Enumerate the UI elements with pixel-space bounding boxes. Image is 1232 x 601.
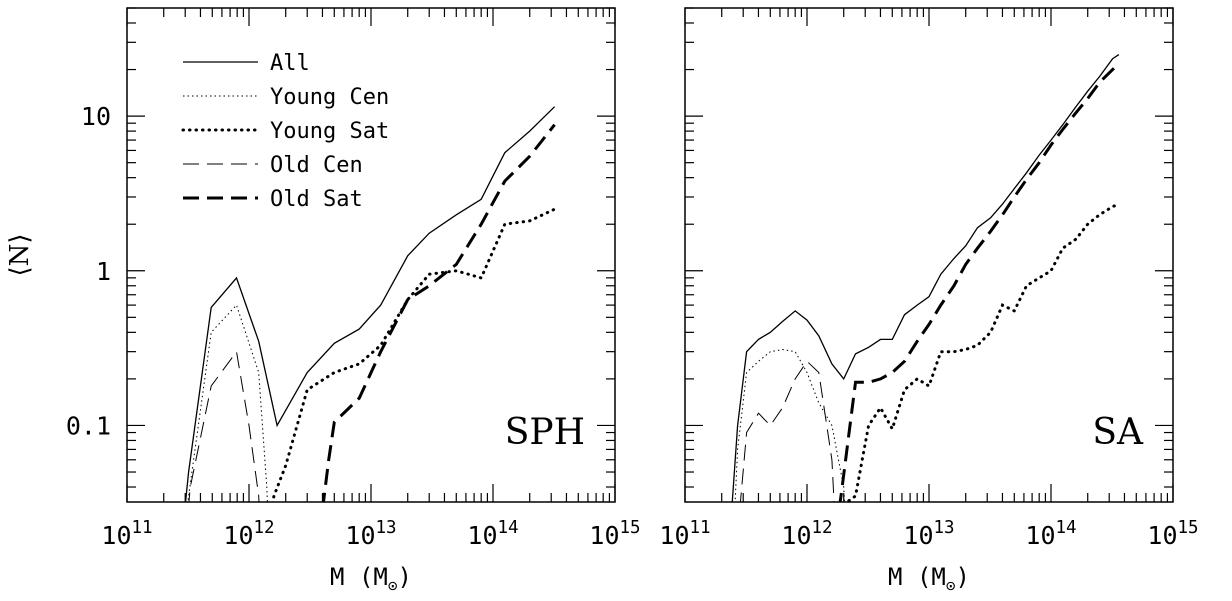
series-line-old-sat — [321, 123, 556, 502]
series-layer — [184, 106, 557, 502]
panel-sa: 1011 1012 1013 1014 1015 M (M⊙) SA — [659, 7, 1199, 595]
series-line-young-sat — [271, 207, 557, 502]
x-tick-label: 1014 — [467, 518, 518, 550]
y-tick-label: 0.1 — [66, 411, 111, 440]
legend-label: Old Cen — [270, 153, 363, 178]
axis-ticks — [126, 7, 616, 502]
series-line-old-sat — [838, 62, 1120, 502]
legend-label: All — [270, 51, 310, 76]
series-line-all — [731, 54, 1120, 502]
panel-label: SA — [1092, 412, 1144, 453]
x-axis-label: M (M⊙) — [888, 563, 970, 595]
x-axis-label: M (M⊙) — [330, 563, 412, 595]
y-tick-label: 1 — [96, 257, 111, 286]
x-tick-label: 1011 — [101, 518, 152, 550]
x-tick-label: 1015 — [1147, 518, 1198, 550]
series-line-old-cen — [188, 350, 260, 502]
y-tick-label: 10 — [81, 102, 111, 131]
x-tick-label: 1014 — [1025, 518, 1076, 550]
series-line-young-cen — [187, 304, 268, 502]
y-axis-label: ⟨N⟩ — [5, 233, 35, 276]
series-line-old-cen — [739, 360, 835, 502]
x-tick-label: 1011 — [659, 518, 710, 550]
legend-label: Old Sat — [270, 187, 363, 212]
x-tick-label: 1013 — [345, 518, 396, 550]
panel-label: SPH — [505, 412, 585, 453]
legend-label: Young Cen — [270, 85, 389, 110]
axis-ticks — [684, 7, 1174, 502]
series-line-young-sat — [844, 202, 1121, 502]
x-tick-label: 1013 — [903, 518, 954, 550]
x-tick-label: 1015 — [589, 518, 640, 550]
panel-sph: 1011 1012 1013 1014 1015 0.1 1 10 M (M⊙) ⟨N⟩ SPH Al… — [5, 7, 641, 595]
x-tick-label: 1012 — [223, 518, 274, 550]
series-layer — [731, 54, 1121, 502]
series-line-all — [184, 106, 556, 502]
legend: All Young Cen Young Sat Old Cen Old Sat — [181, 51, 389, 212]
x-tick-label: 1012 — [781, 518, 832, 550]
legend-label: Young Sat — [270, 119, 389, 144]
